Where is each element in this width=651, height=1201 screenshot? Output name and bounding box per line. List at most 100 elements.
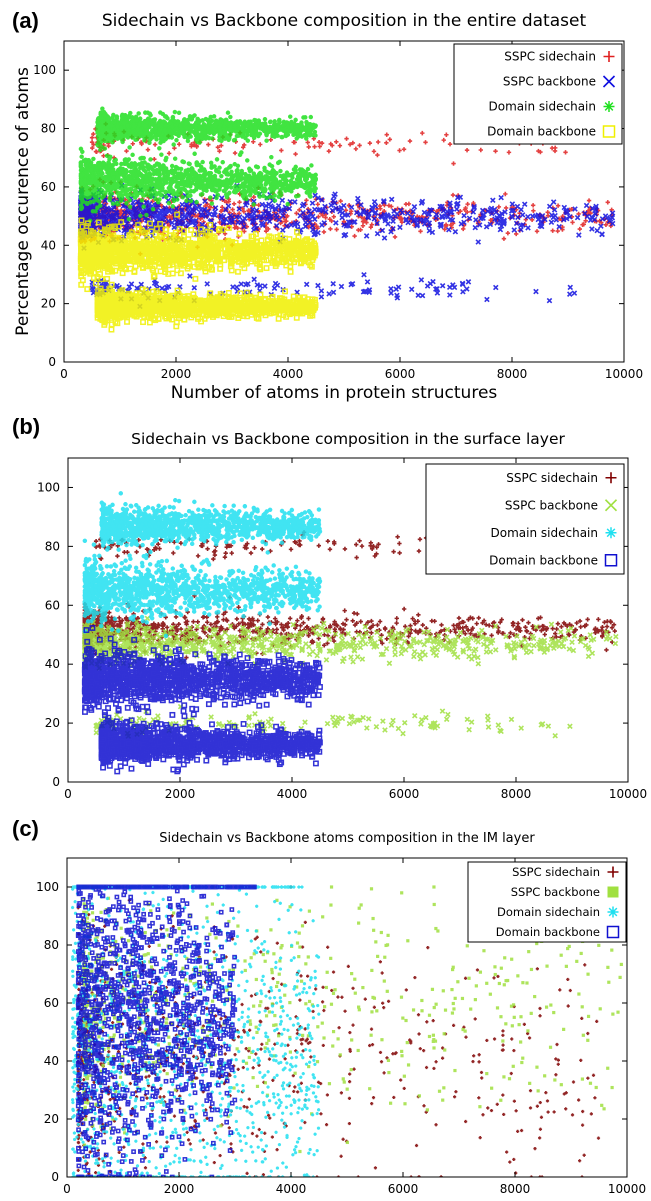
data-point <box>119 114 125 119</box>
data-point <box>127 180 132 186</box>
data-point <box>107 195 113 200</box>
data-point <box>147 184 153 190</box>
data-point <box>384 132 389 137</box>
data-point <box>233 184 238 189</box>
data-point <box>110 182 115 187</box>
data-point <box>228 114 233 120</box>
data-point <box>399 220 405 225</box>
data-point <box>110 140 115 145</box>
data-point <box>119 126 124 131</box>
data-point <box>282 127 288 132</box>
data-point <box>270 172 275 177</box>
data-point <box>203 203 208 209</box>
data-point <box>240 131 245 136</box>
data-point <box>572 206 578 212</box>
data-point <box>294 128 299 133</box>
data-point <box>163 194 169 200</box>
data-point <box>163 190 168 195</box>
data-point <box>298 174 303 179</box>
data-point <box>420 130 425 136</box>
data-point <box>181 159 187 165</box>
data-point <box>155 185 161 190</box>
data-point <box>110 201 116 206</box>
data-point <box>503 191 508 197</box>
data-point <box>534 229 540 234</box>
data-point <box>79 154 84 159</box>
data-point <box>330 280 336 287</box>
data-point <box>388 286 394 292</box>
data-point <box>408 286 415 293</box>
data-point <box>147 173 153 178</box>
data-point <box>237 183 243 189</box>
data-point <box>567 284 574 291</box>
data-point <box>304 198 309 203</box>
data-point <box>166 200 172 206</box>
data-point <box>126 216 132 222</box>
data-point <box>501 236 507 241</box>
data-point <box>381 208 387 214</box>
data-point <box>172 156 178 161</box>
data-point <box>208 160 214 166</box>
data-point <box>213 188 218 194</box>
data-point <box>310 173 316 179</box>
panel-label-b: (b) <box>12 414 41 439</box>
data-point <box>206 179 212 184</box>
data-point <box>108 154 113 160</box>
data-point <box>238 281 244 287</box>
data-point <box>280 212 286 219</box>
data-point <box>179 126 184 132</box>
data-point <box>329 218 334 224</box>
data-point <box>239 168 244 174</box>
data-point <box>450 192 456 198</box>
data-point <box>227 165 232 170</box>
data-point <box>113 157 118 163</box>
data-point <box>447 292 453 298</box>
data-point <box>448 222 454 228</box>
data-point <box>150 199 155 204</box>
data-point <box>187 114 193 119</box>
data-point <box>232 123 238 128</box>
data-point <box>574 214 581 221</box>
data-point <box>241 209 247 214</box>
data-point <box>406 201 412 207</box>
data-point <box>208 195 213 200</box>
data-point <box>78 146 84 152</box>
data-point <box>147 111 153 116</box>
data-point <box>262 125 267 131</box>
data-point <box>154 137 159 142</box>
data-point <box>285 183 290 189</box>
data-point <box>533 288 539 295</box>
data-point <box>174 137 179 143</box>
data-point <box>152 168 157 174</box>
data-point <box>91 189 96 194</box>
data-point <box>306 173 311 179</box>
data-point <box>97 193 102 198</box>
data-point <box>170 204 176 209</box>
data-point <box>269 189 274 195</box>
data-point <box>124 201 129 206</box>
data-point <box>202 130 207 135</box>
panel-label-c: (c) <box>12 816 39 841</box>
data-point <box>153 132 158 138</box>
data-point <box>353 146 359 152</box>
data-point <box>232 150 238 156</box>
data-point <box>206 142 211 147</box>
data-point <box>227 135 232 140</box>
data-point <box>374 220 380 227</box>
data-point <box>120 139 125 145</box>
data-point <box>219 173 224 179</box>
data-point <box>397 148 402 153</box>
data-point <box>200 159 205 165</box>
data-point <box>305 140 310 145</box>
data-point <box>236 176 241 181</box>
data-point <box>315 282 321 289</box>
data-point <box>175 197 180 202</box>
data-point <box>95 117 101 123</box>
data-point <box>229 185 234 190</box>
data-point <box>594 227 600 234</box>
data-point <box>233 190 238 195</box>
data-point <box>174 165 179 170</box>
data-point <box>166 169 172 175</box>
data-point <box>144 212 149 218</box>
data-point <box>312 144 317 149</box>
